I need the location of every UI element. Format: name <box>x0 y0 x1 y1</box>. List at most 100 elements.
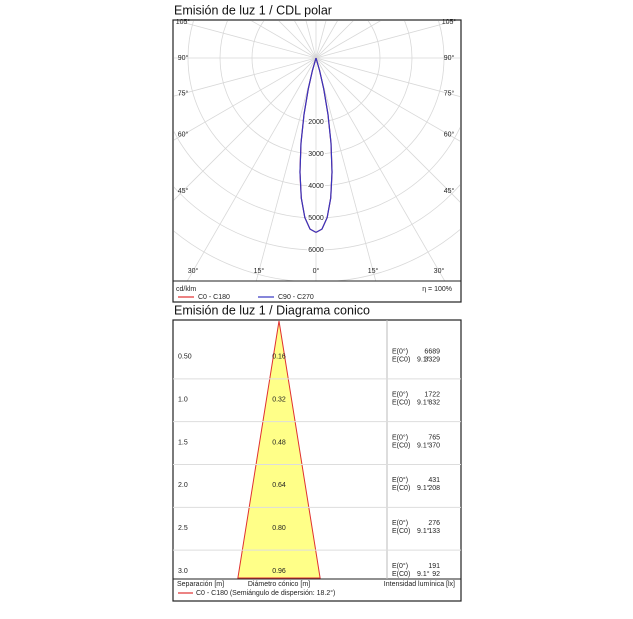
distance-label: 1.0 <box>178 397 188 404</box>
polar-frame <box>172 19 462 303</box>
radial-line <box>315 57 460 97</box>
intensity-curve <box>299 57 317 233</box>
distance-label: 2.5 <box>178 525 188 532</box>
cone-title: Emisión de luz 1 / Diagrama conico <box>174 303 370 317</box>
ring <box>219 21 413 155</box>
angle-label: 90° <box>444 54 455 62</box>
angle-label: 105° <box>176 18 191 26</box>
unit: cd/klm <box>176 286 196 293</box>
radial-line <box>315 21 456 59</box>
e0-label: E(0°) <box>392 433 408 441</box>
angle-label: 15° <box>368 267 379 275</box>
angle-value: 9.1° <box>417 484 430 492</box>
e0-value: 6689 <box>424 349 440 356</box>
polar-grid <box>174 21 460 281</box>
ec0-value: 370 <box>428 442 440 449</box>
ring-label: 2000 <box>308 119 324 126</box>
radial-line <box>186 57 317 281</box>
e0-value: 765 <box>428 434 440 441</box>
angle-label: 45° <box>178 187 189 195</box>
radial-line <box>315 57 460 142</box>
radial-line <box>315 57 446 281</box>
angle-value: 9.1° <box>417 527 430 535</box>
e0-label: E(0°) <box>392 348 408 356</box>
ring <box>187 21 445 187</box>
e0-label: E(0°) <box>392 391 408 399</box>
ec0-value: 133 <box>428 528 440 535</box>
legend-label: C0 - C180 (Semiángulo de dispersión: 18.… <box>196 589 335 597</box>
ec0-value: 92 <box>432 571 440 578</box>
ec0-value: 208 <box>428 485 440 492</box>
radial-line <box>315 21 381 59</box>
radial-line <box>251 21 317 59</box>
e0-label: E(0°) <box>392 476 408 484</box>
e0-value: 431 <box>428 477 440 484</box>
radial-line <box>315 21 354 59</box>
distance-label: 0.50 <box>178 354 192 361</box>
angle-label: 45° <box>444 187 455 195</box>
ec0-label: E(C0) <box>392 528 410 535</box>
radial-line <box>176 21 317 59</box>
ring <box>174 184 460 251</box>
diameter-label: 0.32 <box>272 397 286 404</box>
diameter-label: 0.80 <box>272 525 286 532</box>
e0-value: 191 <box>428 563 440 570</box>
x-label: Separación [m] <box>177 581 224 588</box>
e0-label: E(0°) <box>392 562 408 570</box>
radial-line <box>315 57 377 281</box>
ec0-label: E(C0) <box>392 400 410 407</box>
angle-label: 60° <box>444 131 455 139</box>
ec0-label: E(C0) <box>392 357 410 364</box>
ring <box>251 21 381 123</box>
diameter-label: 0.48 <box>272 439 286 446</box>
ring-label: 4000 <box>308 183 324 190</box>
radial-line <box>255 57 317 281</box>
e0-value: 1722 <box>424 392 440 399</box>
legend-label: C0 - C180 <box>198 294 230 301</box>
angle-value: 9.1° <box>417 441 430 449</box>
angle-label: 75° <box>444 89 455 97</box>
angle-value: 9.1° <box>417 399 430 407</box>
ring <box>174 126 460 219</box>
diameter-label: 0.96 <box>272 568 286 575</box>
x-label: Diámetro cónico [m] <box>248 581 310 588</box>
ec0-label: E(C0) <box>392 442 410 449</box>
ec0-value: 832 <box>428 400 440 407</box>
cone <box>237 320 321 579</box>
ring-label: 5000 <box>308 215 324 222</box>
angle-value: 9.1° <box>417 356 430 364</box>
legend-label: C90 - C270 <box>278 294 314 301</box>
radial-line <box>174 57 317 141</box>
radial-line <box>315 57 460 203</box>
e0-label: E(0°) <box>392 519 408 527</box>
angle-label: 30° <box>434 267 445 275</box>
radial-line <box>174 57 317 97</box>
radial-line <box>315 21 338 59</box>
angle-label: 15° <box>254 267 265 275</box>
angle-label: 105° <box>442 18 457 26</box>
distance-label: 3.0 <box>178 568 188 575</box>
ec0-label: E(C0) <box>392 485 410 492</box>
intensity-curve <box>315 57 333 233</box>
diameter-label: 0.64 <box>272 482 286 489</box>
angle-label: 30° <box>188 267 199 275</box>
angle-label: 60° <box>178 131 189 139</box>
diameter-label: 0.16 <box>272 354 286 361</box>
e0-value: 276 <box>428 520 440 527</box>
distance-label: 1.5 <box>178 439 188 446</box>
cone-frame <box>172 319 462 602</box>
radial-line <box>174 57 317 201</box>
x-label: Intensidad lumínica [lx] <box>384 581 455 588</box>
angle-value: 9.1° <box>417 570 430 578</box>
distance-label: 2.0 <box>178 482 188 489</box>
polar-title: Emisión de luz 1 / CDL polar <box>174 3 332 17</box>
ring-label: 3000 <box>308 151 324 158</box>
ec0-value: 3329 <box>424 357 440 364</box>
ec0-label: E(C0) <box>392 571 410 578</box>
efficiency: η = 100% <box>422 286 452 293</box>
ring-label: 6000 <box>308 247 324 254</box>
angle-label: 0° <box>313 267 320 275</box>
angle-label: 75° <box>178 89 189 97</box>
angle-label: 90° <box>178 54 189 62</box>
